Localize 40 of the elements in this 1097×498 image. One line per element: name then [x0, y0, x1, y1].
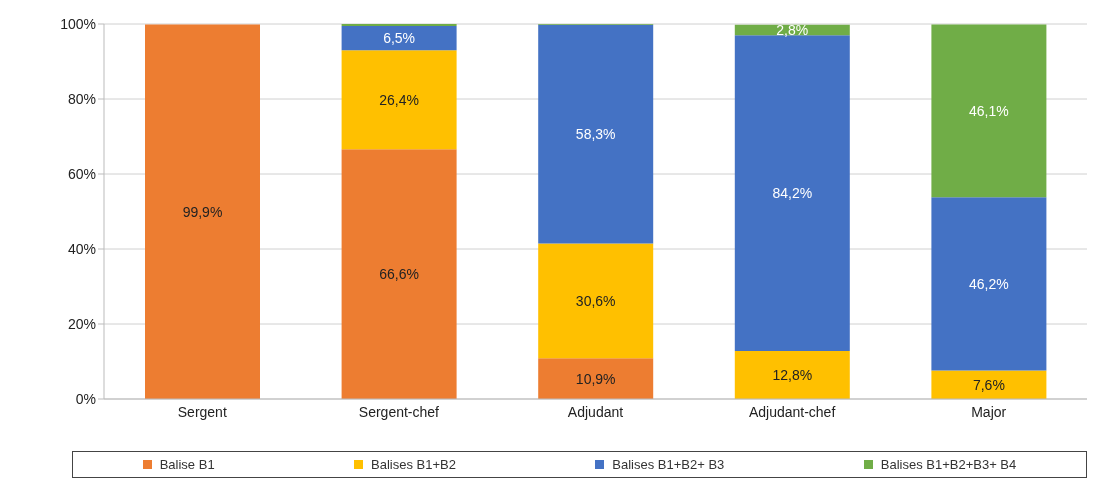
data-label: 6,5% — [383, 30, 416, 47]
y-tick-label: 60% — [67, 165, 96, 182]
data-label: 46,2% — [969, 275, 1009, 292]
x-tick-label: Adjudant-chef — [748, 403, 836, 420]
bar — [341, 50, 457, 150]
bar — [931, 370, 1047, 399]
x-tick-label: Adjudant — [567, 403, 624, 420]
legend-label: Balises B1+B2 — [370, 457, 456, 472]
x-tick-label: Sergent — [177, 403, 227, 420]
data-label: 7,6% — [972, 376, 1005, 393]
data-label: 10,9% — [575, 370, 616, 387]
data-label: 30,6% — [575, 292, 616, 309]
bar — [341, 149, 457, 399]
legend-label: Balises B1+B2+ B3 — [611, 457, 725, 472]
x-tick-label: Sergent-chef — [358, 403, 440, 420]
data-label: 66,6% — [379, 266, 419, 283]
data-label: 26,4% — [379, 91, 419, 108]
legend-label: Balise B1 — [158, 457, 215, 472]
data-label: 12,8% — [772, 366, 813, 383]
bar — [538, 358, 654, 399]
bar — [734, 35, 850, 351]
data-label: 46,1% — [969, 102, 1009, 119]
data-label: 58,3% — [575, 126, 616, 143]
y-tick-label: 20% — [67, 315, 96, 332]
data-label: 99,9% — [182, 203, 223, 220]
bar — [734, 351, 850, 399]
bar — [931, 197, 1047, 371]
bar — [931, 24, 1047, 198]
x-tick-label: Major — [971, 403, 1007, 420]
data-label: 2,8% — [776, 21, 809, 38]
legend-label: Balises B1+B2+B3+ B4 — [879, 457, 1017, 472]
y-tick-label: 100% — [60, 15, 96, 32]
y-tick-label: 0% — [75, 390, 96, 407]
bar — [538, 243, 654, 359]
bar — [145, 24, 260, 399]
y-tick-label: 40% — [67, 240, 96, 257]
y-tick-label: 80% — [67, 90, 96, 107]
bar — [341, 25, 457, 51]
data-label: 84,2% — [772, 185, 813, 202]
bar — [538, 24, 654, 244]
